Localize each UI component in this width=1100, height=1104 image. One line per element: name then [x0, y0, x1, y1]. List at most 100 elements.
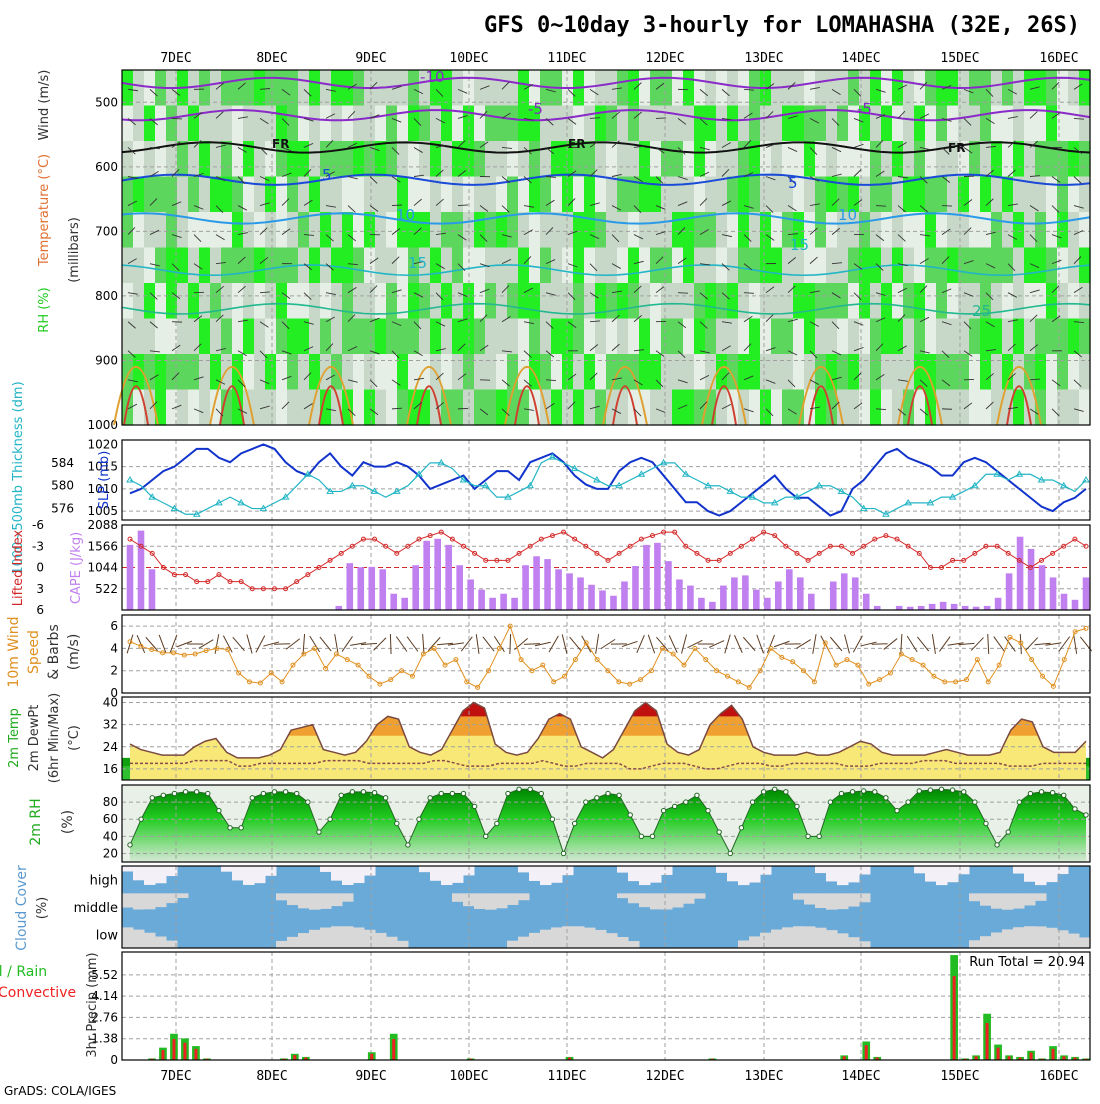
cape-bar	[127, 545, 134, 610]
cape-bar	[390, 594, 397, 610]
rh-shade-cell	[936, 248, 948, 284]
wind-barb	[942, 206, 952, 207]
upper-air-ytick: 1000	[87, 418, 118, 432]
rh-shade-cell	[452, 212, 464, 248]
cloud-middle-cell	[694, 893, 706, 898]
rh-shade-cell	[980, 390, 992, 426]
rh-shade-cell	[881, 319, 893, 355]
rh-shade-cell	[1024, 212, 1036, 248]
rh-shade-cell	[749, 390, 761, 426]
cloud-low-cell	[1013, 927, 1025, 948]
upper-air-ytick: 900	[95, 353, 118, 367]
precip-convective-bar	[953, 976, 956, 1060]
rh-shade-cell	[914, 319, 926, 355]
rh-shade-cell	[925, 319, 937, 355]
rh-shade-cell	[166, 177, 178, 213]
thickness-ytick: 584	[51, 456, 74, 470]
rh-shade-cell	[1068, 354, 1080, 390]
cloud-high-cell	[342, 866, 354, 885]
cloud-middle-cell	[991, 893, 1003, 908]
rh2m-point	[295, 791, 299, 795]
rh-shade-cell	[177, 390, 189, 426]
rh-shade-cell	[661, 141, 673, 177]
cloud-middle-cell	[683, 893, 695, 903]
rh-shade-cell	[1046, 319, 1058, 355]
cloud-high-cell	[430, 866, 442, 881]
rh2m-point	[962, 790, 966, 794]
rh2m-point	[128, 843, 132, 847]
rh2m-point	[1006, 830, 1010, 834]
rh-shade-cell	[903, 141, 915, 177]
rh-shade-cell	[980, 177, 992, 213]
rh-shade-cell	[672, 283, 684, 319]
cloud-low-cell	[331, 926, 343, 948]
rh-shade-cell	[738, 283, 750, 319]
rh-shade-cell	[474, 354, 486, 390]
rh-shade-cell	[298, 283, 310, 319]
isotherm-label: -5	[528, 100, 543, 118]
rh-shade-cell	[936, 106, 948, 142]
rh-shade-cell	[881, 283, 893, 319]
rh-shade-cell	[804, 177, 816, 213]
cape-bar	[368, 567, 375, 610]
rh2m-point	[272, 790, 276, 794]
rh-shade-cell	[496, 70, 508, 106]
rh2m-ytick: 60	[103, 812, 118, 826]
rh-shade-cell	[661, 319, 673, 355]
wind10m-ytick: 2	[110, 664, 118, 678]
rh-shade-cell	[914, 212, 926, 248]
cape-bar	[874, 606, 881, 610]
rh2m-point	[639, 834, 643, 838]
rh-shade-cell	[617, 248, 629, 284]
rh-shade-cell	[232, 283, 244, 319]
rh-shade-cell	[1035, 283, 1047, 319]
cloud-middle-cell	[177, 893, 189, 898]
rh-shade-cell	[254, 248, 266, 284]
wind10m-barb	[390, 634, 391, 654]
rh-shade-cell	[243, 319, 255, 355]
rh-shade-cell	[1002, 283, 1014, 319]
cloud-middle-cell	[628, 893, 640, 903]
rh-shade-cell	[595, 70, 607, 106]
day-label-bottom: 12DEC	[645, 1069, 684, 1084]
rh2m-point	[650, 834, 654, 838]
rh-shade-cell	[815, 248, 827, 284]
rh-shade-cell	[353, 354, 365, 390]
cape-bar	[456, 565, 463, 610]
cloud-middle-cell	[1024, 893, 1036, 905]
rh2m-point	[895, 808, 899, 812]
rh-shade-cell	[507, 106, 519, 142]
rh-shade-cell	[287, 283, 299, 319]
cloud-low-cell	[133, 930, 145, 948]
cloud-high-cell	[133, 866, 145, 880]
cape-bar	[500, 594, 507, 610]
cloud-high-cell	[529, 866, 541, 881]
rh-shade-cell	[551, 319, 563, 355]
rh-shade-cell	[584, 248, 596, 284]
rh-shade-cell	[419, 141, 431, 177]
rh2m-point	[572, 821, 576, 825]
cape-ytick: 1566	[87, 539, 118, 553]
rh2m-point	[395, 821, 399, 825]
rh-shade-cell	[705, 70, 717, 106]
cloud-low-cell	[540, 930, 552, 948]
rh-shade-cell	[540, 319, 552, 355]
rh-shade-cell	[1035, 177, 1047, 213]
isotherm-label: 10	[838, 206, 857, 224]
rh2m-point	[517, 787, 521, 791]
rh-shade-cell	[848, 283, 860, 319]
cloud-low-cell	[529, 933, 541, 948]
rh-shade-cell	[584, 354, 596, 390]
rh2m-point	[1028, 791, 1032, 795]
rh-shade-cell	[320, 283, 332, 319]
cape-bar	[995, 598, 1002, 610]
rh-shade-cell	[595, 283, 607, 319]
temp2m-axis-label-c: (6hr Min/Max)	[47, 693, 62, 783]
cloud-low-cell	[397, 941, 409, 948]
rh-shade-cell	[617, 177, 629, 213]
rh-shade-cell	[650, 248, 662, 284]
wind-barb	[876, 206, 886, 207]
cape-bar	[533, 556, 540, 610]
rh-shade-cell	[628, 248, 640, 284]
rh-shade-cell	[705, 283, 717, 319]
